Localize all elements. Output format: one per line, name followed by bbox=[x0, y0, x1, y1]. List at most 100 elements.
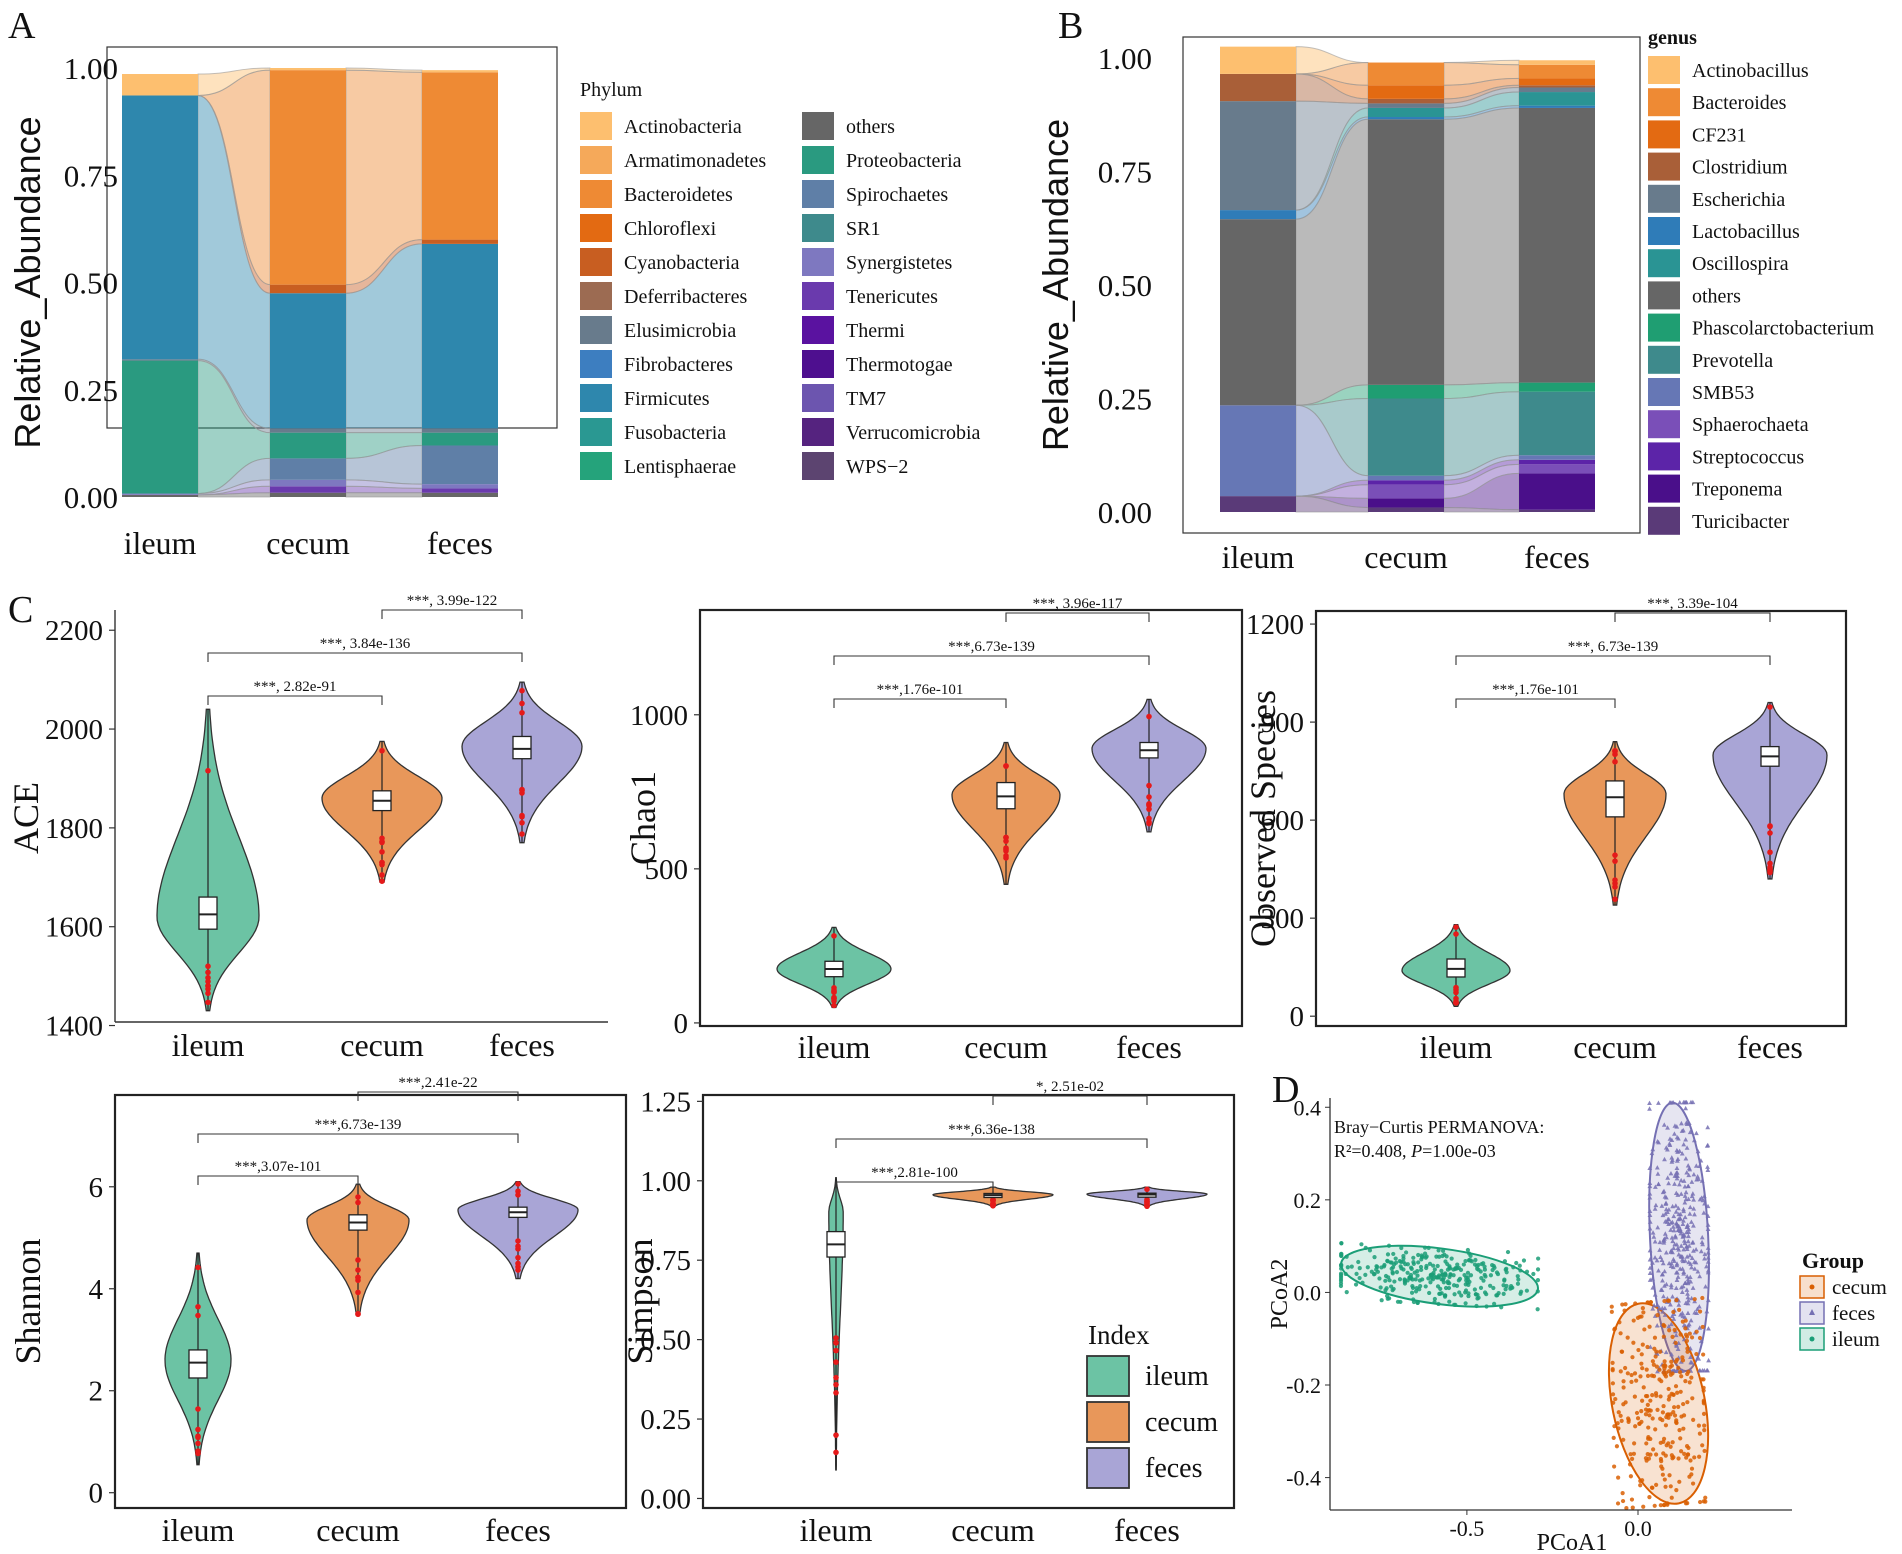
y-axis-label: Chao1 bbox=[623, 771, 663, 865]
bar-segment-cecum-SMB53 bbox=[1368, 475, 1444, 481]
box-ileum bbox=[188, 1349, 208, 1379]
point-ileum bbox=[1502, 1259, 1507, 1264]
point-ileum bbox=[1503, 1287, 1508, 1292]
point-cecum bbox=[1612, 1464, 1617, 1469]
x-axis-label: PCoA1 bbox=[1537, 1530, 1608, 1554]
point-ileum bbox=[1524, 1269, 1530, 1274]
point-ileum bbox=[1381, 1264, 1387, 1269]
point-ileum bbox=[1357, 1265, 1362, 1271]
point-feces bbox=[1683, 1156, 1689, 1161]
point-feces bbox=[1697, 1273, 1703, 1279]
point-ileum bbox=[1415, 1269, 1420, 1274]
point-feces bbox=[1692, 1266, 1698, 1271]
outlier-feces bbox=[519, 709, 525, 716]
point-cecum bbox=[1692, 1297, 1697, 1302]
point-ileum bbox=[1439, 1277, 1444, 1282]
point-feces bbox=[1706, 1357, 1711, 1363]
point-feces bbox=[1678, 1359, 1684, 1364]
comparison-bracket bbox=[1005, 612, 1150, 622]
x-tick-label-cecum: cecum bbox=[340, 1027, 424, 1063]
legend-label-Bacteroidetes: Bacteroidetes bbox=[624, 184, 733, 206]
point-feces bbox=[1705, 1213, 1711, 1219]
point-feces bbox=[1680, 1254, 1685, 1259]
point-cecum bbox=[1668, 1372, 1673, 1377]
legend-label-others: others bbox=[846, 116, 895, 138]
point-feces bbox=[1675, 1346, 1681, 1351]
outlier-ileum bbox=[831, 933, 837, 939]
comparison-bracket bbox=[833, 698, 1007, 708]
point-ileum bbox=[1401, 1267, 1406, 1272]
point-feces bbox=[1671, 1228, 1677, 1233]
legend-marker-ileum bbox=[1809, 1336, 1815, 1342]
point-ileum bbox=[1535, 1307, 1540, 1312]
point-feces bbox=[1668, 1227, 1674, 1232]
legend-title: Group bbox=[1802, 1248, 1864, 1273]
point-cecum bbox=[1639, 1352, 1644, 1357]
point-feces bbox=[1681, 1208, 1687, 1214]
panel-C-Shannon: ***,3.07e-101 ***,6.73e-139 ***,2.41e-22 0 2… bbox=[8, 1075, 628, 1548]
legend-swatch-Armatimonadetes bbox=[580, 146, 612, 174]
point-cecum bbox=[1658, 1416, 1663, 1421]
point-feces bbox=[1682, 1214, 1688, 1220]
y-tick-label: 1400 bbox=[45, 1011, 103, 1043]
point-ileum bbox=[1441, 1280, 1446, 1285]
bar-segment-feces-Tenericutes bbox=[422, 488, 498, 493]
legend-label-Verrucomicrobia: Verrucomicrobia bbox=[846, 422, 981, 444]
bar-segment-ileum-Proteobacteria bbox=[122, 360, 198, 494]
box-feces bbox=[512, 735, 532, 760]
point-cecum bbox=[1671, 1309, 1676, 1315]
point-cecum bbox=[1674, 1488, 1679, 1493]
point-feces bbox=[1675, 1274, 1681, 1279]
outlier-ileum bbox=[195, 1434, 201, 1441]
point-feces bbox=[1667, 1100, 1673, 1105]
point-ileum bbox=[1465, 1270, 1471, 1275]
point-feces bbox=[1689, 1219, 1694, 1224]
legend-title: genus bbox=[1648, 27, 1697, 49]
point-feces bbox=[1647, 1265, 1653, 1270]
outlier-ileum bbox=[833, 1359, 839, 1365]
point-ileum bbox=[1435, 1263, 1440, 1269]
point-ileum bbox=[1468, 1253, 1473, 1258]
point-cecum bbox=[1666, 1298, 1672, 1303]
point-ileum bbox=[1451, 1273, 1456, 1278]
point-ileum bbox=[1436, 1301, 1441, 1307]
point-ileum bbox=[1426, 1245, 1431, 1250]
point-cecum bbox=[1683, 1332, 1689, 1337]
point-feces bbox=[1674, 1165, 1680, 1171]
legend-label-Cyanobacteria: Cyanobacteria bbox=[624, 252, 740, 274]
y-tick-label: 1600 bbox=[45, 912, 103, 944]
point-cecum bbox=[1609, 1304, 1614, 1309]
point-cecum bbox=[1639, 1361, 1644, 1366]
point-ileum bbox=[1401, 1253, 1406, 1259]
point-cecum bbox=[1689, 1472, 1694, 1477]
point-ileum bbox=[1411, 1259, 1416, 1265]
point-cecum bbox=[1639, 1409, 1644, 1414]
point-ileum bbox=[1392, 1279, 1397, 1284]
point-ileum bbox=[1519, 1289, 1524, 1294]
outlier-ileum bbox=[195, 1426, 201, 1433]
point-feces bbox=[1669, 1137, 1675, 1143]
legend-swatch-Bacteroides bbox=[1648, 88, 1680, 117]
point-cecum bbox=[1676, 1365, 1681, 1371]
x-tick-label-feces: feces bbox=[1737, 1029, 1803, 1065]
point-feces bbox=[1705, 1268, 1711, 1273]
point-feces bbox=[1676, 1181, 1682, 1187]
point-cecum bbox=[1648, 1398, 1653, 1403]
point-ileum bbox=[1427, 1290, 1432, 1296]
legend-swatch-Firmicutes bbox=[580, 384, 612, 412]
bar-segment-cecum-others bbox=[1368, 119, 1444, 385]
point-cecum bbox=[1619, 1349, 1624, 1354]
y-axis-label: Observed Species bbox=[1243, 690, 1283, 947]
point-ileum bbox=[1349, 1264, 1354, 1269]
point-feces bbox=[1684, 1120, 1689, 1125]
point-feces bbox=[1669, 1235, 1675, 1240]
point-feces bbox=[1685, 1183, 1691, 1189]
point-feces bbox=[1647, 1180, 1653, 1185]
point-cecum bbox=[1702, 1428, 1707, 1433]
y-tick-label: 1.00 bbox=[1098, 41, 1152, 76]
point-ileum bbox=[1442, 1252, 1447, 1257]
point-cecum bbox=[1636, 1347, 1641, 1353]
bar-segment-feces-Phascolarctobacterium bbox=[1519, 382, 1595, 392]
point-ileum bbox=[1429, 1272, 1435, 1277]
point-cecum bbox=[1625, 1335, 1630, 1340]
